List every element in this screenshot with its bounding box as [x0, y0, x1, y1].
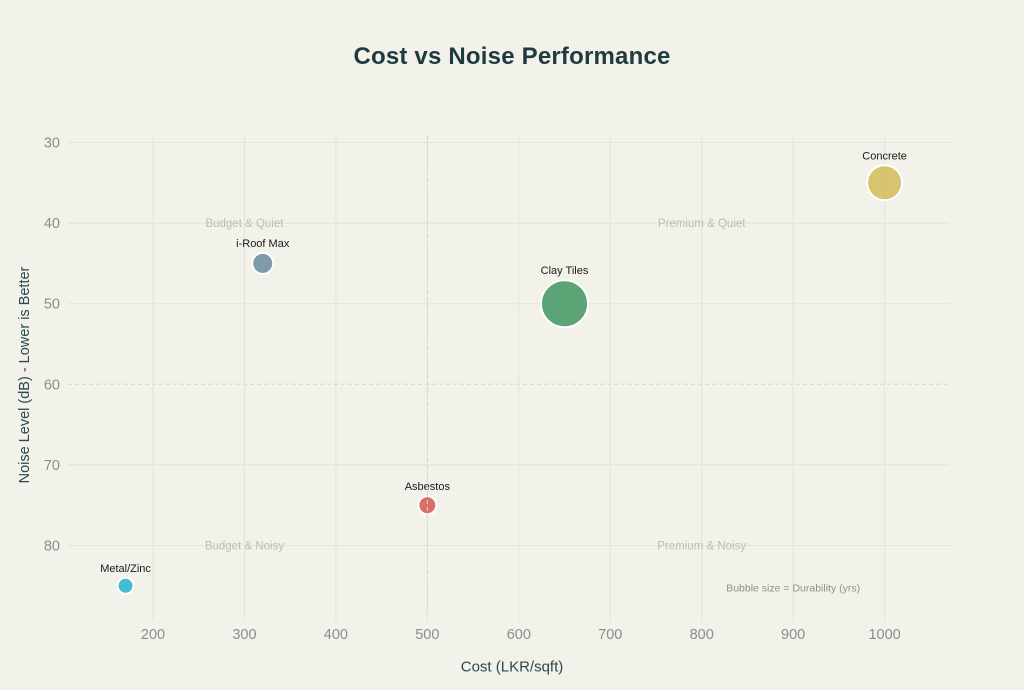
y-tick-label: 50: [44, 297, 60, 313]
bubble-label-concrete: Concrete: [862, 150, 907, 162]
chart-title: Cost vs Noise Performance: [353, 43, 671, 70]
x-tick-label: 300: [232, 627, 256, 643]
x-axis-title: Cost (LKR/sqft): [460, 658, 564, 676]
y-tick-label: 60: [44, 377, 60, 393]
quadrant-label-budget-noisy: Budget & Noisy: [205, 541, 285, 553]
bubble-i-roof-max: [251, 251, 275, 275]
y-tick-label: 40: [44, 216, 60, 232]
bubble-label-i-roof-max: i-Roof Max: [236, 238, 290, 250]
size-legend-note: Bubble size = Durability (yrs): [726, 582, 860, 594]
quadrant-label-budget-quiet: Budget & Quiet: [205, 218, 284, 230]
x-tick-label: 200: [141, 627, 165, 643]
y-tick-label: 70: [44, 458, 60, 474]
x-tick-label: 700: [598, 627, 622, 643]
bubble-label-metal-zinc: Metal/Zinc: [100, 563, 151, 575]
quadrant-label-premium-noisy: Premium & Noisy: [657, 541, 746, 553]
x-tick-label: 400: [324, 627, 348, 643]
quadrant-label-premium-quiet: Premium & Quiet: [658, 218, 746, 230]
y-tick-label: 30: [44, 136, 60, 152]
x-tick-label: 1000: [868, 627, 900, 643]
bubble-asbestos: [417, 495, 438, 516]
bubble-clay-tiles: [540, 279, 590, 329]
bubble-label-clay-tiles: Clay Tiles: [541, 265, 589, 277]
x-tick-label: 500: [415, 627, 439, 643]
x-tick-label: 900: [781, 627, 805, 643]
x-tick-label: 800: [690, 627, 714, 643]
y-axis-title: Noise Level (dB) - Lower is Better: [17, 266, 33, 484]
x-tick-label: 600: [507, 627, 531, 643]
y-tick-label: 80: [44, 539, 60, 555]
bubble-metal-zinc: [116, 576, 135, 595]
bubble-concrete: [866, 164, 904, 202]
